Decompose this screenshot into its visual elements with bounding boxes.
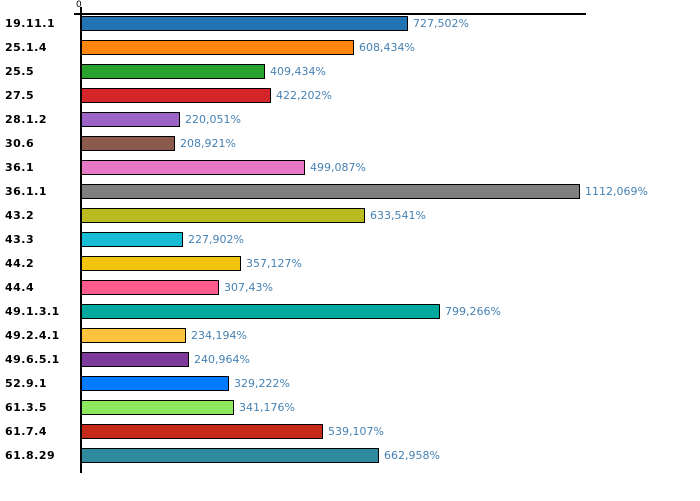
value-label: 240,964% [194,353,250,366]
value-label: 499,087% [310,161,366,174]
value-label: 633,541% [370,209,426,222]
category-label: 52.9.1 [5,377,47,390]
bar [81,16,408,31]
bar [81,424,323,439]
bar [81,280,219,295]
value-label: 422,202% [276,89,332,102]
value-label: 227,902% [188,233,244,246]
value-label: 307,43% [224,281,273,294]
category-label: 43.3 [5,233,35,246]
category-label: 27.5 [5,89,35,102]
bar [81,256,241,271]
axis-zero-tick-label: 0 [76,0,82,10]
category-label: 43.2 [5,209,35,222]
value-label: 409,434% [270,65,326,78]
value-label: 1112,069% [585,185,648,198]
value-label: 608,434% [359,41,415,54]
category-label: 44.4 [5,281,35,294]
category-label: 28.1.2 [5,113,47,126]
bar [81,184,580,199]
category-label: 61.7.4 [5,425,47,438]
bar [81,136,175,151]
category-label: 36.1.1 [5,185,47,198]
category-label: 61.3.5 [5,401,47,414]
bar [81,88,271,103]
bar [81,328,186,343]
value-label: 220,051% [185,113,241,126]
bar [81,112,180,127]
value-label: 662,958% [384,449,440,462]
bar [81,160,305,175]
value-label: 799,266% [445,305,501,318]
value-axis-line [74,13,586,15]
bar [81,40,354,55]
value-label: 341,176% [239,401,295,414]
category-label: 25.1.4 [5,41,47,54]
category-label: 49.6.5.1 [5,353,60,366]
value-label: 234,194% [191,329,247,342]
category-label: 44.2 [5,257,35,270]
value-label: 208,921% [180,137,236,150]
category-label: 61.8.29 [5,449,56,462]
category-label: 36.1 [5,161,35,174]
bar [81,376,229,391]
value-label: 357,127% [246,257,302,270]
category-label: 49.1.3.1 [5,305,60,318]
category-label: 49.2.4.1 [5,329,60,342]
category-label: 19.11.1 [5,17,56,30]
bar [81,352,189,367]
bar [81,400,234,415]
value-label: 539,107% [328,425,384,438]
value-label: 727,502% [413,17,469,30]
category-label: 30.6 [5,137,35,150]
bar [81,64,265,79]
value-label: 329,222% [234,377,290,390]
bar [81,208,365,223]
category-label: 25.5 [5,65,35,78]
bar [81,304,440,319]
bar [81,448,379,463]
bar [81,232,183,247]
